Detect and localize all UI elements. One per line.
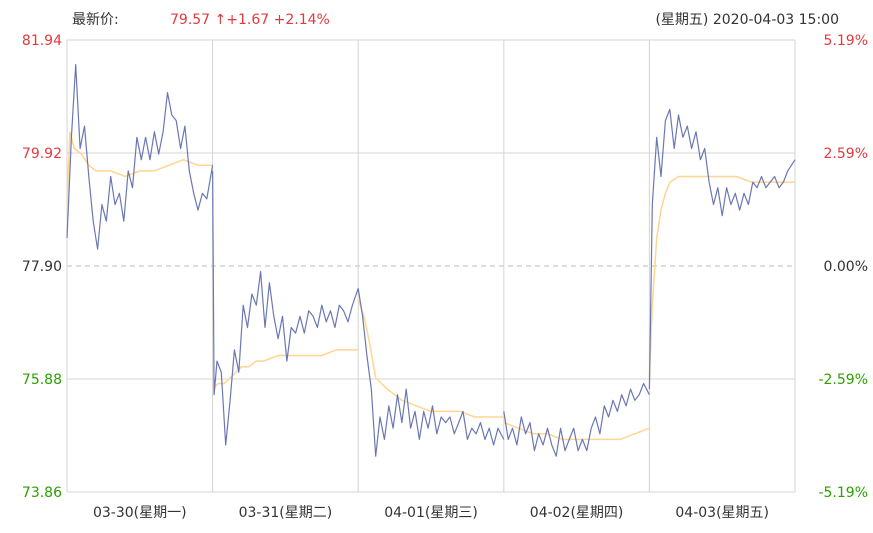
price-line-day-5	[648, 108, 796, 390]
timestamp-label: (星期五) 2020-04-03 15:00	[655, 12, 839, 28]
avg-line-day-3	[357, 299, 504, 418]
right-tick-label: -5.19%	[818, 485, 868, 501]
price-line-day-2	[212, 170, 359, 446]
avg-line-day-2	[212, 349, 359, 390]
x-day-label: 04-03(星期五)	[675, 505, 769, 521]
left-tick-label: 75.88	[22, 372, 62, 388]
x-day-label: 03-31(星期二)	[239, 505, 333, 521]
right-tick-label: 0.00%	[824, 259, 868, 275]
axis-labels: 81.94 79.92 77.90 75.88 73.86 5.19% 2.59% 0.00%…	[22, 33, 868, 521]
avg-line-day-5	[648, 175, 795, 378]
price-line-day-1	[66, 63, 214, 250]
x-day-label: 03-30(星期一)	[93, 505, 187, 521]
price-line-day-3	[357, 288, 505, 457]
left-tick-label: 73.86	[22, 485, 62, 501]
grid	[66, 39, 796, 493]
price-line-day-4	[503, 382, 650, 457]
average-lines	[66, 131, 795, 441]
left-tick-label: 77.90	[22, 259, 62, 275]
x-day-label: 04-02(星期四)	[530, 505, 624, 521]
left-tick-label: 79.92	[22, 146, 62, 162]
left-tick-label: 81.94	[22, 33, 62, 49]
latest-price-label: 最新价:	[72, 12, 119, 28]
right-tick-label: 5.19%	[824, 33, 868, 49]
latest-price-value: 79.57 ↑+1.67 +2.14%	[170, 12, 330, 28]
avg-line-day-1	[66, 131, 213, 205]
price-lines	[66, 63, 796, 457]
right-tick-label: 2.59%	[824, 146, 868, 162]
avg-line-day-4	[503, 421, 650, 441]
x-day-label: 04-01(星期三)	[384, 505, 478, 521]
right-tick-label: -2.59%	[818, 372, 868, 388]
